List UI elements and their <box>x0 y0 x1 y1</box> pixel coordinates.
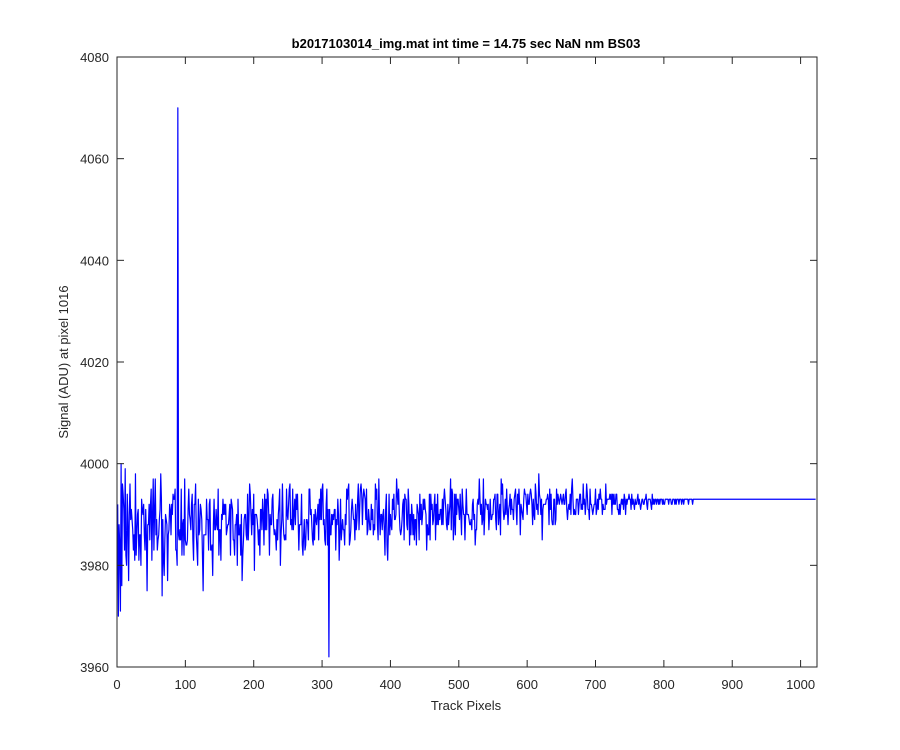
x-tick-label: 400 <box>380 677 402 692</box>
y-tick-label: 4000 <box>80 457 109 472</box>
y-tick-label: 4020 <box>80 355 109 370</box>
x-tick-label: 1000 <box>786 677 815 692</box>
x-tick-label: 600 <box>516 677 538 692</box>
y-tick-label: 4060 <box>80 152 109 167</box>
x-tick-label: 900 <box>721 677 743 692</box>
x-axis-label: Track Pixels <box>431 698 502 713</box>
y-tick-label: 4040 <box>80 253 109 268</box>
x-tick-label: 500 <box>448 677 470 692</box>
axes-box <box>116 56 818 668</box>
series-layer <box>117 107 816 658</box>
x-tick-label: 700 <box>585 677 607 692</box>
x-tick-label: 200 <box>243 677 265 692</box>
y-tick-label: 3960 <box>80 660 109 675</box>
x-tick-label: 100 <box>175 677 197 692</box>
y-axis-label: Signal (ADU) at pixel 1016 <box>56 285 71 438</box>
series-line-0 <box>117 107 816 658</box>
plot-area <box>117 57 817 667</box>
x-tick-label: 300 <box>311 677 333 692</box>
x-tick-label: 0 <box>113 677 120 692</box>
chart-title: b2017103014_img.mat int time = 14.75 sec… <box>292 36 641 51</box>
y-tick-label: 4080 <box>80 50 109 65</box>
y-axis-ticks: 3960 3980 4000 4020 4040 4060 4080 <box>80 50 817 675</box>
y-tick-label: 3980 <box>80 558 109 573</box>
x-tick-label: 800 <box>653 677 675 692</box>
x-axis-ticks: 0 100 200 300 400 500 600 700 800 900 1000 <box>113 57 815 692</box>
